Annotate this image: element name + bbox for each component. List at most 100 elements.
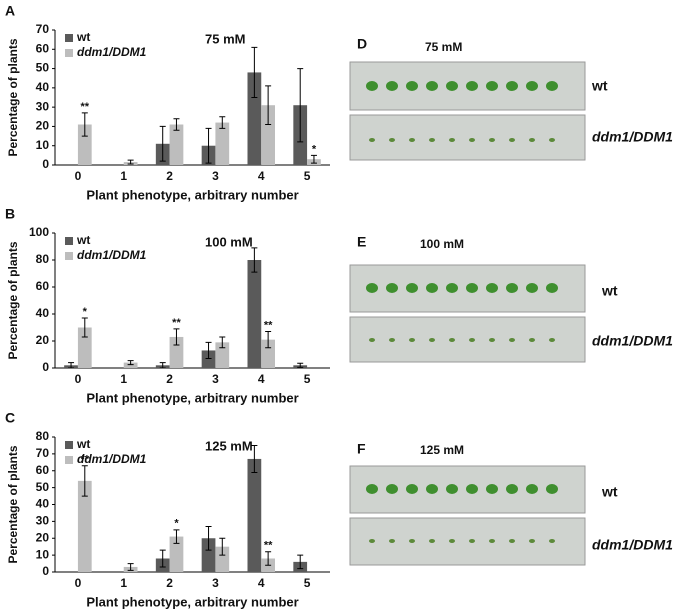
significance: ** (264, 319, 273, 331)
error-bar (205, 525, 212, 551)
seedling (409, 539, 415, 543)
seedling (529, 539, 535, 543)
seedling (446, 484, 458, 494)
bar (247, 72, 262, 165)
y-tick-label: 20 (36, 530, 50, 544)
seedling (486, 81, 498, 91)
seedling (366, 484, 378, 494)
significance: ** (81, 454, 90, 466)
row-label: wt (591, 78, 608, 94)
seedling (366, 283, 378, 293)
bar (123, 362, 138, 368)
y-tick-label: 50 (36, 61, 50, 75)
y-tick-label: 40 (36, 306, 50, 320)
y-tick-label: 0 (42, 360, 49, 374)
error-bar (265, 551, 272, 566)
seedling (406, 484, 418, 494)
error-bar (205, 341, 212, 360)
x-tick-label: 5 (304, 372, 311, 386)
legend-swatch (65, 34, 73, 42)
error-bar (219, 537, 226, 556)
x-tick-label: 0 (75, 372, 82, 386)
error-bar (251, 46, 258, 98)
significance: ** (172, 317, 181, 329)
error-bar (173, 529, 180, 544)
y-axis-label: Percentage of plants (6, 445, 20, 563)
y-tick-label: 10 (36, 547, 50, 561)
row-label: ddm1/DDM1 (592, 129, 673, 145)
seedling (366, 81, 378, 91)
error-bar (68, 362, 75, 369)
seedling (446, 81, 458, 91)
seedling (389, 539, 395, 543)
significance: ** (81, 101, 90, 113)
legend-swatch (65, 252, 73, 260)
panel-label: E (357, 234, 366, 250)
x-tick-label: 3 (212, 372, 219, 386)
error-bar (297, 68, 304, 143)
seedling (466, 283, 478, 293)
photo-f: F 125 mM wt ddm1/DDM1 (349, 441, 673, 566)
bar (215, 546, 230, 572)
significance: * (174, 518, 179, 530)
y-tick-label: 80 (36, 252, 50, 266)
seedling (386, 484, 398, 494)
row-label: wt (601, 283, 618, 299)
bar (169, 124, 184, 165)
error-bar (219, 116, 226, 129)
seedling (409, 138, 415, 142)
seedling (526, 484, 538, 494)
seedling (549, 138, 555, 142)
seedling (426, 283, 438, 293)
seedling (369, 338, 375, 342)
seedling (489, 138, 495, 142)
seedling (449, 138, 455, 142)
x-axis-label: Plant phenotype, arbitrary number (86, 390, 298, 405)
bar (77, 124, 92, 165)
y-tick-label: 0 (42, 157, 49, 171)
x-tick-label: 4 (258, 169, 265, 183)
bar (247, 458, 262, 572)
x-tick-label: 3 (212, 576, 219, 590)
y-tick-label: 60 (36, 463, 50, 477)
error-bar (81, 465, 88, 497)
panel-label: C (5, 410, 15, 426)
x-tick-label: 4 (258, 372, 265, 386)
y-tick-label: 60 (36, 279, 50, 293)
y-tick-label: 100 (29, 225, 49, 239)
seedling (409, 338, 415, 342)
legend-swatch (65, 237, 73, 245)
error-bar (173, 118, 180, 131)
error-bar (173, 328, 180, 346)
y-axis-label: Percentage of plants (6, 241, 20, 359)
photo-title: 125 mM (420, 443, 464, 457)
photo-d: D 75 mM wt ddm1/DDM1 (349, 36, 673, 161)
legend-label: wt (76, 30, 90, 44)
x-tick-label: 0 (75, 576, 82, 590)
photo-title: 75 mM (425, 40, 462, 54)
seedling (546, 283, 558, 293)
significance: * (312, 143, 317, 155)
bar (201, 538, 216, 572)
seedling (389, 338, 395, 342)
x-tick-label: 0 (75, 169, 82, 183)
legend-label: ddm1/DDM1 (77, 248, 147, 262)
error-bar (297, 554, 304, 570)
seedling (486, 484, 498, 494)
x-tick-label: 2 (166, 169, 173, 183)
bar (215, 342, 230, 368)
annotation: 75 mM (205, 31, 245, 46)
seedling (469, 138, 475, 142)
bar (169, 536, 184, 572)
x-tick-label: 1 (120, 576, 127, 590)
row-label: ddm1/DDM1 (592, 333, 673, 349)
y-tick-label: 30 (36, 514, 50, 528)
seedling (446, 283, 458, 293)
seedling (429, 138, 435, 142)
legend-label: ddm1/DDM1 (77, 45, 147, 59)
x-tick-label: 2 (166, 372, 173, 386)
seedling (509, 539, 515, 543)
error-bar (251, 247, 258, 273)
seedling (386, 283, 398, 293)
